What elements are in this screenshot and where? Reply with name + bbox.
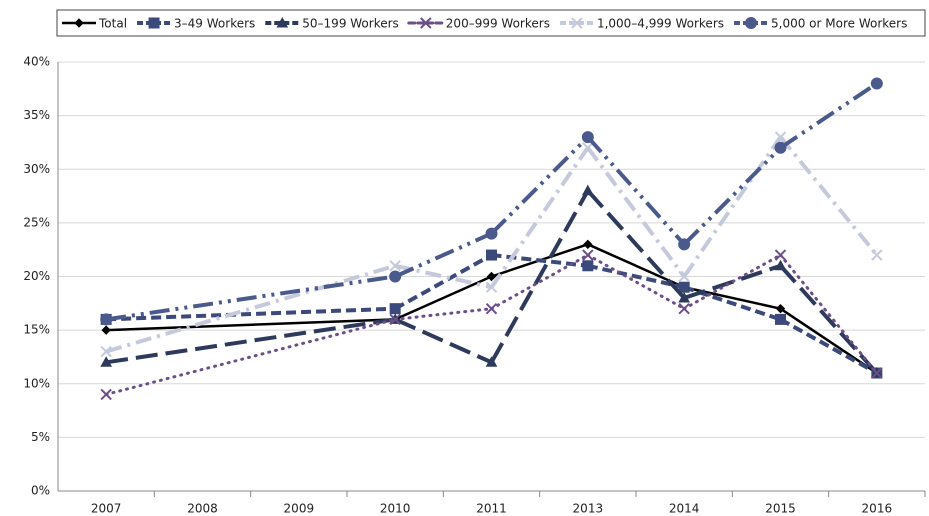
series-line — [490, 253, 590, 311]
series-line — [491, 253, 589, 268]
marker — [775, 303, 786, 314]
series-line — [779, 253, 879, 375]
series-line — [394, 317, 493, 365]
series-line — [106, 318, 396, 332]
marker — [485, 281, 498, 293]
marker — [678, 238, 691, 251]
series-line — [105, 274, 396, 322]
series-line — [105, 317, 396, 365]
legend-label: 200–999 Workers — [446, 17, 550, 31]
x-tick-label: 2015 — [765, 502, 796, 516]
y-tick-label: 0% — [31, 484, 50, 498]
marker — [389, 313, 401, 326]
marker — [485, 227, 498, 240]
marker — [485, 302, 498, 315]
marker — [582, 249, 594, 261]
series-line — [489, 146, 590, 289]
marker — [420, 17, 432, 29]
marker — [871, 367, 883, 379]
marker — [678, 270, 690, 283]
marker — [148, 17, 160, 29]
marker — [583, 239, 593, 250]
marker — [581, 131, 594, 144]
series-line — [779, 264, 879, 375]
marker — [581, 184, 594, 196]
legend-box — [56, 9, 926, 37]
marker — [571, 17, 583, 29]
marker — [100, 345, 112, 358]
marker — [389, 260, 401, 272]
marker — [774, 141, 787, 154]
marker — [678, 302, 690, 315]
marker — [871, 249, 883, 261]
legend-label: Total — [98, 17, 127, 31]
x-tick-label: 2014 — [669, 502, 700, 516]
x-tick-label: 2013 — [573, 502, 604, 516]
marker — [389, 303, 401, 315]
marker — [389, 270, 402, 283]
marker — [870, 77, 883, 90]
marker — [74, 18, 84, 28]
series-line — [682, 146, 782, 246]
series-line — [586, 189, 686, 300]
series-line — [587, 263, 685, 290]
series-line — [586, 146, 686, 278]
y-tick-label: 30% — [23, 162, 50, 176]
legend-label: 3–49 Workers — [174, 17, 255, 31]
x-tick-label: 2008 — [187, 502, 218, 516]
legend-label: 1,000–4,999 Workers — [597, 17, 724, 31]
y-tick-label: 40% — [23, 55, 50, 69]
series-line — [104, 317, 397, 396]
marker — [582, 142, 594, 154]
series-line — [682, 253, 782, 311]
y-tick-label: 25% — [23, 215, 50, 229]
legend-label: 5,000 or More Workers — [771, 17, 907, 31]
marker — [486, 249, 497, 261]
marker — [582, 260, 594, 272]
marker — [774, 259, 787, 271]
series-line — [586, 135, 686, 246]
series-line — [106, 306, 396, 322]
series-line — [778, 135, 879, 257]
series-line — [489, 189, 590, 364]
x-tick-label: 2011 — [476, 502, 507, 516]
legend-label: 50–199 Workers — [302, 17, 399, 31]
x-tick-label: 2016 — [862, 502, 893, 516]
marker — [678, 281, 690, 293]
series-line — [105, 263, 396, 354]
marker — [486, 271, 497, 282]
series-line — [683, 286, 781, 310]
y-tick-label: 5% — [31, 430, 50, 444]
marker — [100, 388, 112, 401]
x-tick-label: 2010 — [380, 502, 411, 516]
marker — [276, 16, 289, 28]
series-line — [682, 135, 783, 278]
marker — [485, 356, 498, 367]
series-line — [586, 253, 686, 311]
marker — [775, 313, 786, 325]
y-tick-label: 20% — [23, 269, 50, 283]
marker — [745, 17, 758, 29]
marker — [774, 131, 787, 143]
marker — [100, 313, 113, 326]
x-tick-label: 2009 — [284, 502, 315, 516]
series-line — [393, 307, 493, 321]
series-line — [394, 253, 493, 311]
y-tick-label: 35% — [23, 108, 50, 122]
marker — [101, 325, 111, 335]
series-line — [779, 81, 878, 150]
x-tick-label: 2007 — [91, 502, 122, 516]
marker — [100, 356, 113, 367]
series-line — [394, 231, 493, 279]
series-line — [394, 275, 493, 321]
marker — [678, 291, 691, 303]
y-tick-label: 10% — [23, 376, 50, 390]
y-tick-label: 15% — [23, 323, 50, 337]
marker — [774, 249, 787, 261]
series-line — [779, 317, 878, 375]
